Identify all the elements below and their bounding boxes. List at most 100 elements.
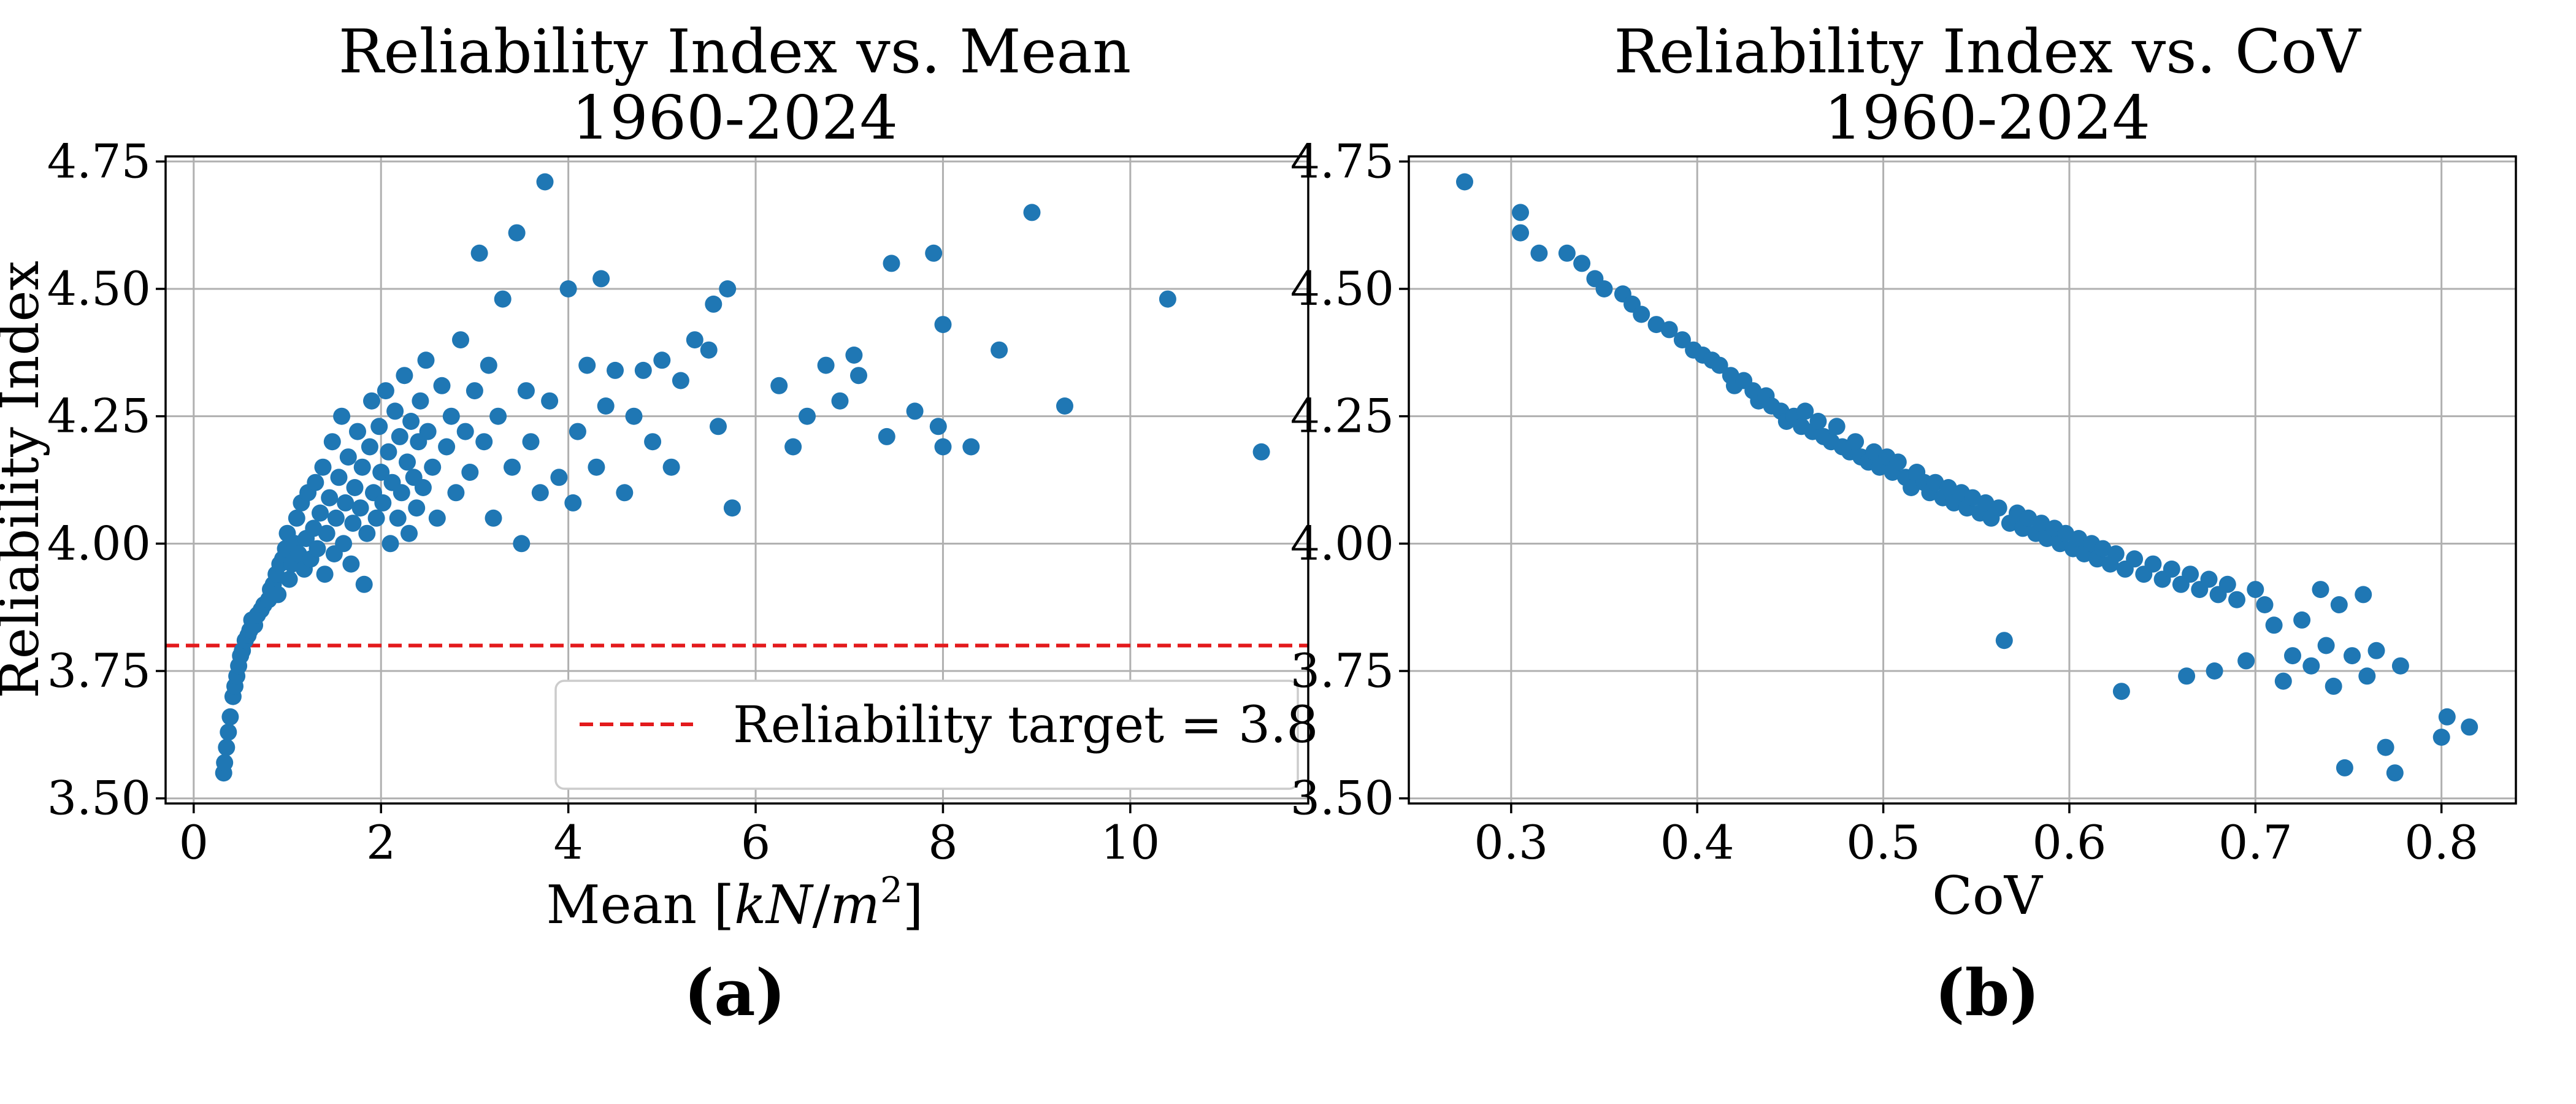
data-point	[1977, 494, 1995, 512]
data-point	[428, 509, 446, 527]
data-point	[550, 469, 568, 486]
y-tick-label: 4.00	[47, 516, 151, 570]
data-point	[2432, 729, 2450, 746]
y-tick-label: 3.50	[47, 771, 151, 826]
data-point	[314, 458, 332, 476]
legend-label: Reliability target = 3.8	[733, 696, 1318, 754]
y-tick-label: 3.75	[47, 643, 151, 698]
data-point	[1964, 489, 1982, 507]
data-point	[1456, 173, 1473, 191]
data-point	[1847, 433, 1865, 451]
data-point	[607, 361, 624, 379]
data-point	[653, 351, 671, 369]
data-point	[358, 524, 376, 542]
data-point	[2256, 596, 2274, 613]
data-point	[2228, 591, 2245, 608]
data-point	[2178, 667, 2196, 685]
y-tick-label: 4.75	[47, 134, 151, 188]
data-point	[393, 484, 410, 502]
data-point	[616, 484, 634, 502]
data-point	[2344, 647, 2361, 665]
data-point	[1995, 632, 2013, 650]
data-point	[2312, 581, 2329, 599]
data-point	[588, 458, 605, 476]
data-point	[719, 280, 737, 297]
data-point	[363, 392, 380, 410]
data-point	[710, 418, 727, 435]
data-point	[361, 438, 378, 456]
data-point	[475, 433, 493, 451]
data-point	[2218, 575, 2236, 593]
data-point	[883, 255, 900, 272]
chart-panel-a: Reliability Index vs. Mean 1960-2024 0 2 4…	[0, 17, 1318, 1030]
data-points-b	[1456, 173, 2478, 782]
data-point	[2284, 647, 2301, 665]
data-point	[221, 708, 239, 726]
data-point	[2358, 667, 2376, 685]
data-point	[2265, 616, 2283, 634]
data-point	[389, 509, 407, 527]
data-point	[2247, 581, 2264, 599]
data-point	[513, 535, 531, 553]
chart-subtitle-a: 1960-2024	[572, 83, 898, 153]
data-point	[2386, 764, 2404, 782]
panel-label-a: (a)	[684, 955, 786, 1030]
data-point	[845, 347, 863, 364]
data-point	[323, 433, 341, 451]
data-point	[906, 402, 924, 420]
y-tick-label: 4.50	[47, 261, 151, 316]
data-point	[433, 377, 451, 394]
data-point	[485, 509, 502, 527]
data-point	[1512, 224, 1529, 242]
data-point	[1711, 356, 1728, 374]
y-tick-label: 4.00	[1290, 516, 1394, 570]
legend-box	[554, 680, 1299, 790]
x-tick-label: 0.6	[2032, 815, 2106, 870]
data-point	[850, 367, 867, 385]
data-point	[2237, 652, 2255, 670]
data-point	[1512, 204, 1529, 221]
x-tick-label: 0.4	[1660, 815, 1735, 870]
data-point	[353, 458, 371, 476]
data-point	[424, 458, 442, 476]
data-point	[925, 244, 943, 262]
data-point	[672, 372, 689, 389]
data-point	[452, 331, 469, 349]
data-point	[831, 392, 849, 410]
data-point	[333, 407, 351, 425]
data-point	[2182, 565, 2199, 583]
x-tick-label: 0.3	[1474, 815, 1548, 870]
data-point	[417, 351, 435, 369]
x-tick-label: 6	[741, 815, 770, 870]
data-point	[386, 402, 404, 420]
data-point	[408, 499, 426, 517]
chart-title-a: Reliability Index vs. Mean	[339, 17, 1131, 87]
data-point	[2330, 596, 2348, 613]
data-point	[934, 316, 952, 334]
data-point	[2144, 555, 2162, 573]
data-point	[2206, 662, 2223, 680]
data-point	[419, 423, 437, 440]
data-point	[686, 331, 703, 349]
data-point	[578, 356, 596, 374]
data-point	[2302, 657, 2320, 675]
data-point	[799, 407, 816, 425]
data-point	[372, 464, 390, 481]
data-point	[592, 270, 610, 288]
data-point	[402, 413, 420, 430]
data-point	[489, 407, 507, 425]
data-point	[2107, 545, 2125, 562]
data-point	[1056, 397, 1073, 415]
x-tick-label: 0.8	[2404, 815, 2478, 870]
data-point	[1530, 244, 1548, 262]
data-point	[1809, 413, 1827, 430]
data-point	[307, 473, 324, 491]
data-point	[1889, 453, 1907, 471]
data-point	[2317, 637, 2335, 654]
x-tick-label: 0.5	[1846, 815, 1920, 870]
data-point	[461, 464, 479, 481]
data-point	[309, 540, 326, 558]
data-point	[634, 361, 652, 379]
data-point	[470, 244, 488, 262]
